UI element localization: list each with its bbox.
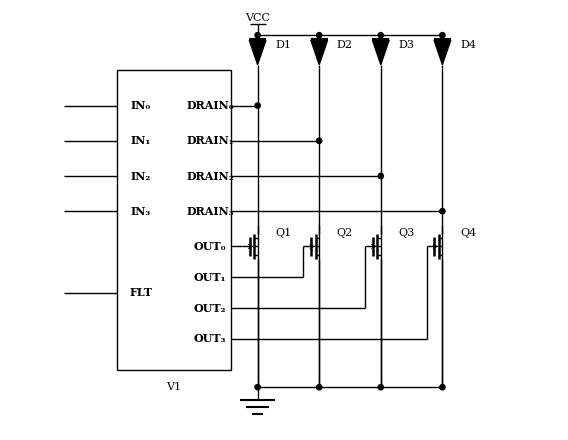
Text: IN₃: IN₃ (131, 206, 151, 217)
Text: VCC: VCC (245, 13, 270, 22)
Polygon shape (373, 40, 389, 65)
Circle shape (378, 33, 383, 38)
Text: D1: D1 (275, 40, 291, 50)
Circle shape (255, 33, 260, 38)
Bar (117, 70, 231, 370)
Text: Q2: Q2 (337, 228, 353, 238)
Text: OUT₀: OUT₀ (194, 241, 226, 252)
Text: DRAIN₁: DRAIN₁ (186, 135, 234, 146)
Circle shape (255, 385, 260, 390)
Text: D3: D3 (398, 40, 415, 50)
Circle shape (316, 138, 322, 143)
Text: D4: D4 (460, 40, 476, 50)
Polygon shape (434, 40, 451, 65)
Text: IN₁: IN₁ (131, 135, 151, 146)
Text: IN₀: IN₀ (131, 100, 151, 111)
Circle shape (378, 173, 383, 179)
Circle shape (316, 33, 322, 38)
Text: D2: D2 (337, 40, 353, 50)
Circle shape (316, 385, 322, 390)
Polygon shape (249, 40, 266, 65)
Text: FLT: FLT (130, 287, 152, 298)
Text: OUT₂: OUT₂ (194, 303, 226, 313)
Text: DRAIN₂: DRAIN₂ (186, 171, 234, 181)
Text: OUT₁: OUT₁ (194, 271, 226, 283)
Circle shape (378, 385, 383, 390)
Polygon shape (311, 40, 328, 65)
Text: DRAIN₃: DRAIN₃ (186, 206, 234, 217)
Circle shape (255, 103, 260, 108)
Text: Q3: Q3 (398, 228, 415, 238)
Circle shape (440, 385, 445, 390)
Text: IN₂: IN₂ (131, 171, 151, 181)
Text: Q1: Q1 (275, 228, 291, 238)
Circle shape (440, 209, 445, 214)
Text: DRAIN₀: DRAIN₀ (186, 100, 234, 111)
Text: V1: V1 (166, 382, 182, 392)
Text: Q4: Q4 (460, 228, 476, 238)
Text: OUT₃: OUT₃ (194, 334, 226, 344)
Circle shape (440, 33, 445, 38)
